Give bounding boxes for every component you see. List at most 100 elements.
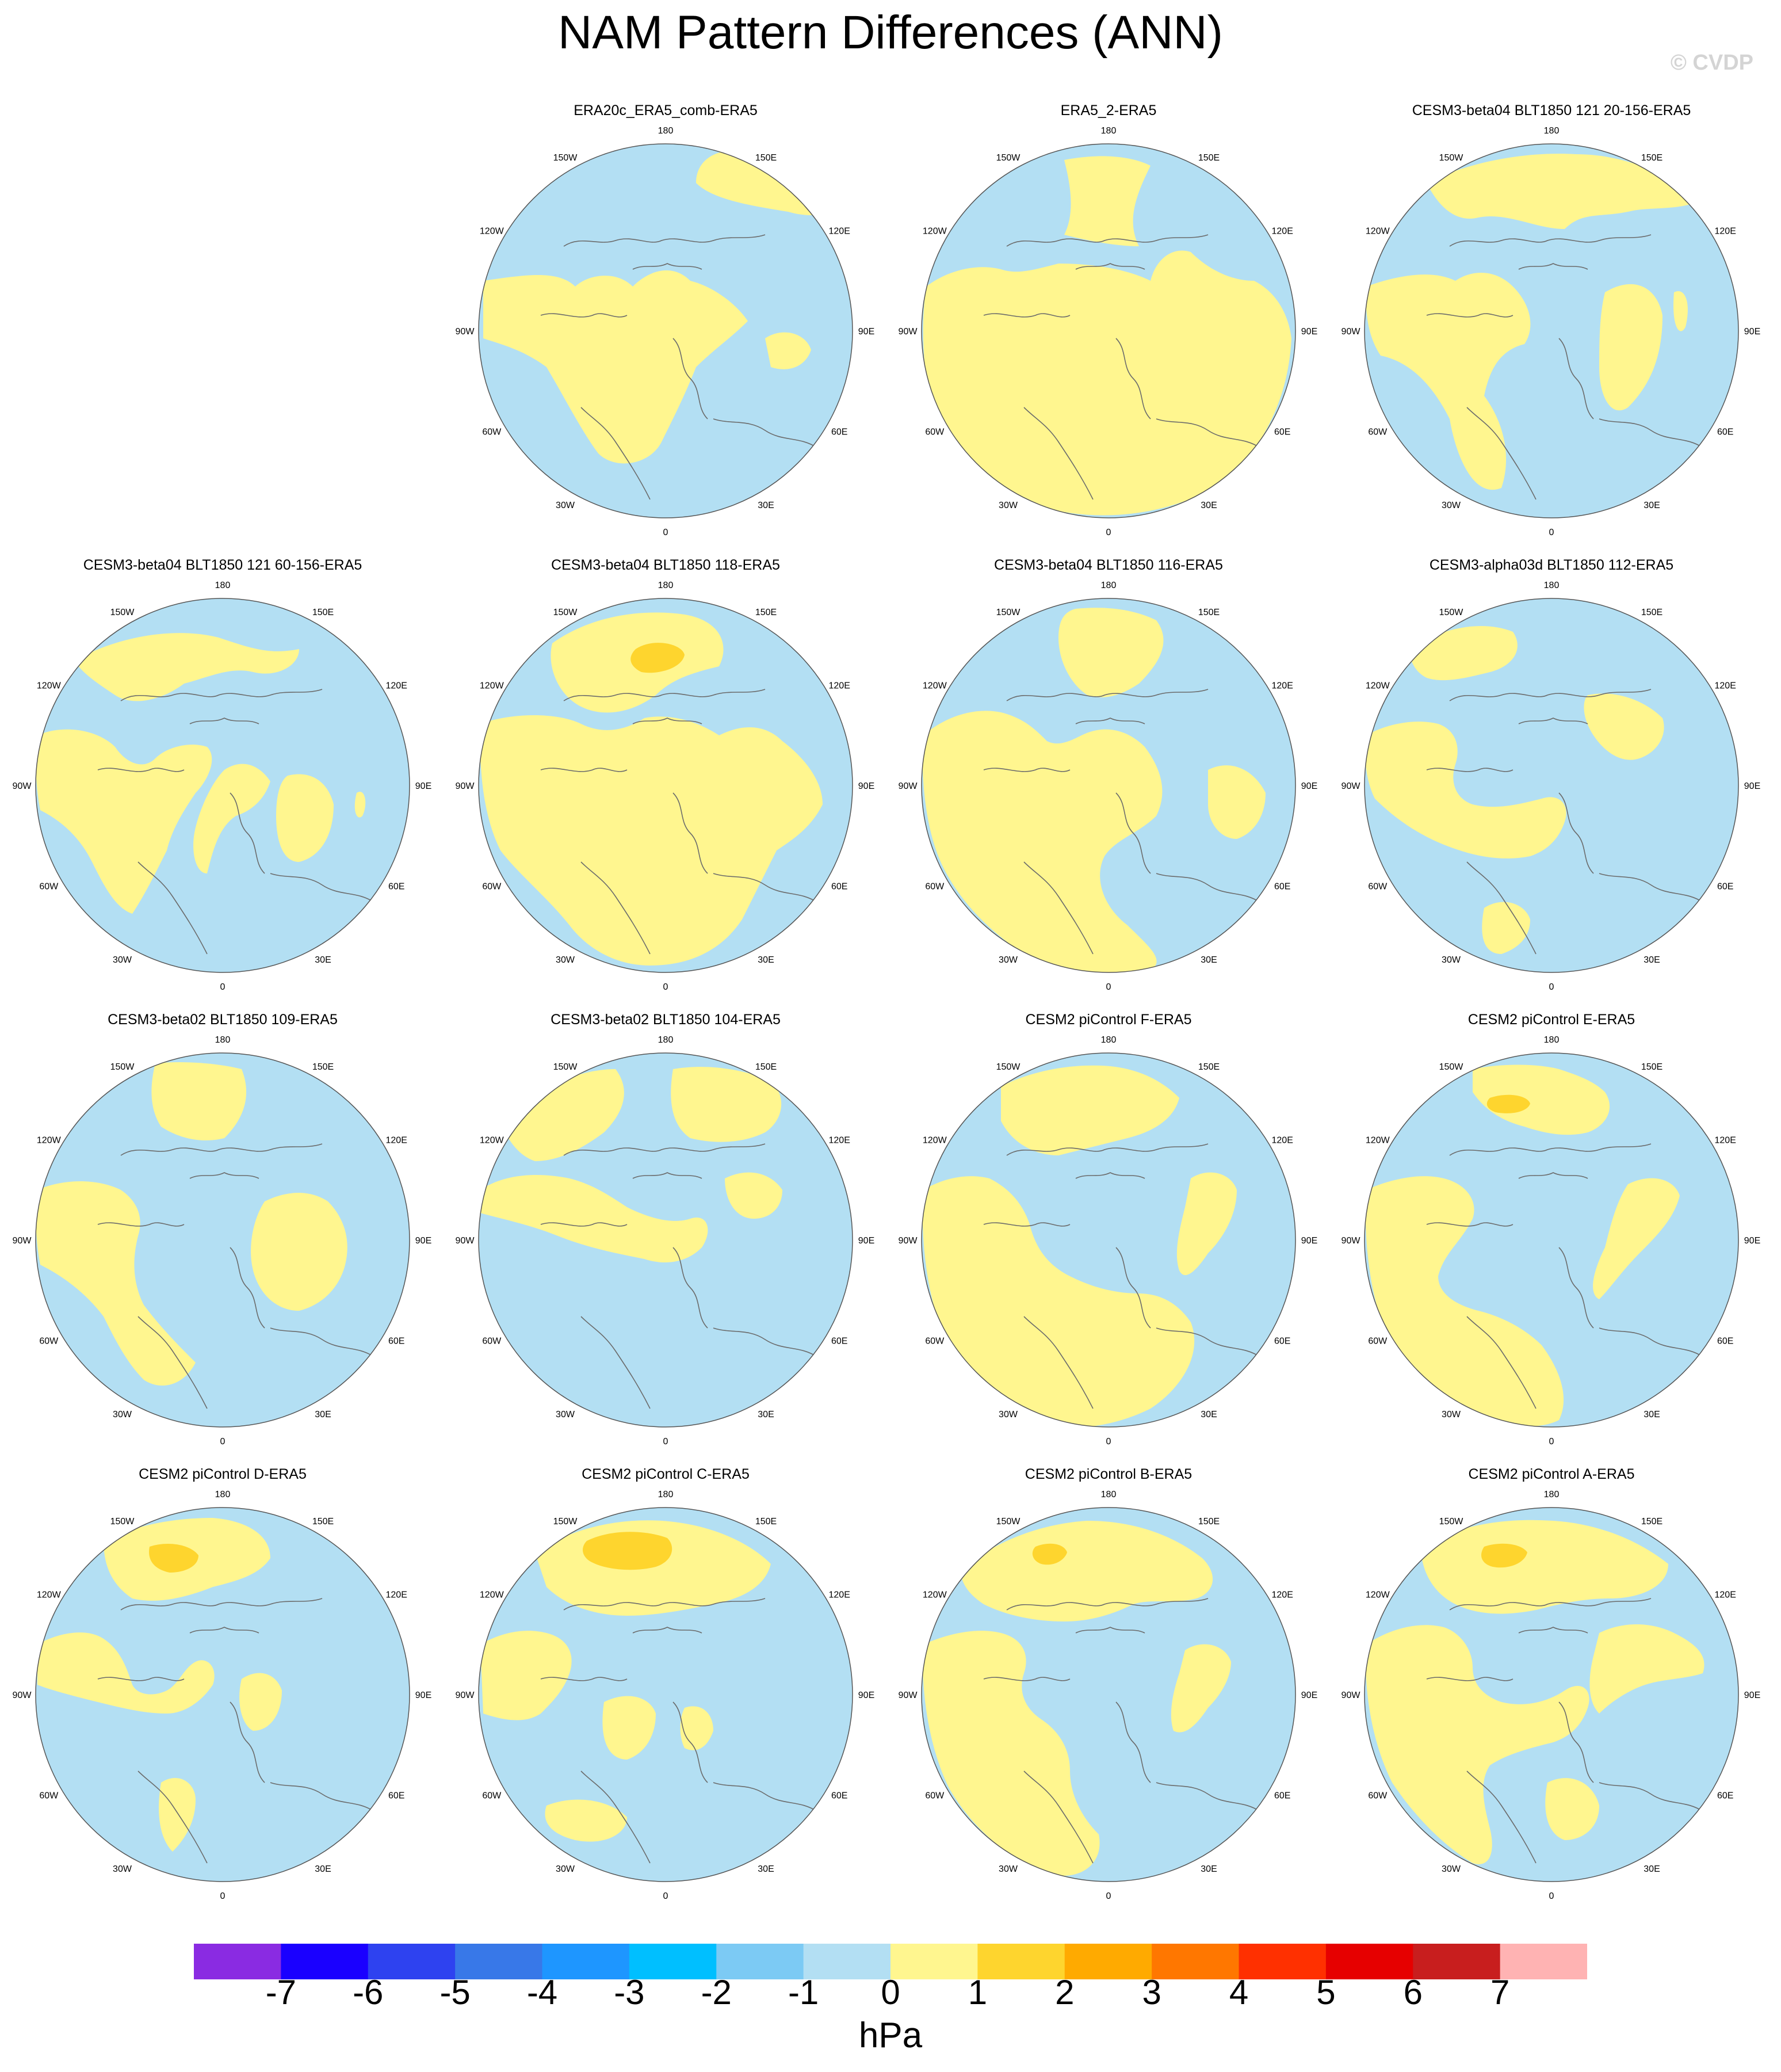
- coastline: [1075, 718, 1145, 724]
- coastline: [713, 873, 817, 903]
- coastline: [983, 313, 1071, 318]
- positive-anomaly-region: [923, 1631, 1100, 1876]
- map-panel: CESM3-alpha03d BLT1850 112-ERA5 180 150E 12…: [1329, 551, 1774, 1006]
- cvdp-credit: © CVDP: [1670, 51, 1753, 75]
- longitude-label: 120W: [923, 1590, 947, 1600]
- coastline: [1599, 1327, 1703, 1357]
- coastline: [1558, 1701, 1594, 1783]
- page-title: NAM Pattern Differences (ANN): [558, 6, 1223, 59]
- longitude-label: 90W: [899, 1236, 918, 1246]
- polar-stereo-map: 180 150E 120E 90E 60E 30E 0 30W 60W 90W 120W 150W: [1342, 126, 1761, 537]
- longitude-label: 30E: [315, 955, 331, 965]
- longitude-label: 0: [1549, 1437, 1554, 1447]
- longitude-label: 30E: [1644, 955, 1660, 965]
- longitude-label: 60W: [39, 1791, 59, 1801]
- map-boundary: [1364, 1507, 1739, 1882]
- positive-anomaly-region: [276, 774, 334, 862]
- coastline: [230, 1247, 265, 1329]
- positive-anomaly-region: [961, 1521, 1213, 1621]
- longitude-label: 180: [658, 1035, 674, 1045]
- longitude-label: 120E: [1715, 1136, 1736, 1146]
- positive-anomaly-region: [765, 332, 811, 369]
- longitude-label: 90E: [1301, 781, 1317, 791]
- colorbar-tick-label: 3: [1142, 1973, 1161, 2012]
- longitude-label: 120E: [1272, 1590, 1293, 1600]
- coastline: [1006, 234, 1209, 247]
- positive-anomaly-region: [1208, 765, 1266, 839]
- colorbar-tick-label: -2: [701, 1973, 732, 2012]
- coastline: [230, 792, 265, 874]
- longitude-label: 120W: [37, 1590, 62, 1600]
- longitude-label: 30W: [1442, 501, 1461, 510]
- longitude-label: 150E: [1198, 153, 1220, 163]
- coastline: [97, 768, 185, 772]
- longitude-label: 90E: [858, 1236, 874, 1246]
- positive-anomaly-region: [1599, 284, 1662, 411]
- positive-anomaly-region: [1584, 693, 1664, 760]
- positive-anomaly-region: [75, 633, 299, 701]
- panel-title: ERA20c_ERA5_comb-ERA5: [574, 102, 758, 119]
- colorbar-swatch: [1500, 1944, 1587, 1979]
- longitude-label: 180: [1544, 126, 1560, 136]
- positive-anomaly-region: [725, 1172, 782, 1219]
- map-boundary: [35, 1052, 410, 1428]
- longitude-label: 150E: [1641, 153, 1662, 163]
- longitude-label: 30W: [113, 1410, 132, 1420]
- coastline: [1156, 1327, 1260, 1357]
- map-boundary: [1364, 143, 1739, 518]
- longitude-label: 30W: [999, 955, 1018, 965]
- longitude-label: 60E: [388, 1337, 404, 1346]
- longitude-label: 90E: [415, 1236, 431, 1246]
- longitude-label: 60W: [925, 428, 945, 437]
- longitude-label: 120W: [480, 1590, 505, 1600]
- coastline: [540, 313, 628, 318]
- positive-anomaly-region: [923, 250, 1291, 516]
- panel-title: CESM2 piControl B-ERA5: [1025, 1466, 1193, 1482]
- longitude-label: 60W: [1368, 428, 1388, 437]
- longitude-label: 150W: [996, 608, 1021, 617]
- colorbar-units: hPa: [858, 2016, 923, 2055]
- colorbar-tick-label: 2: [1055, 1973, 1075, 2012]
- longitude-label: 120W: [480, 1136, 505, 1146]
- colorbar-swatch: [281, 1944, 369, 1979]
- coastline: [1023, 1770, 1094, 1864]
- longitude-label: 120E: [829, 1136, 850, 1146]
- coastline: [563, 1143, 766, 1156]
- positive-anomaly-region: [1064, 156, 1151, 246]
- map-boundary: [478, 1507, 853, 1882]
- panel-title: CESM2 piControl C-ERA5: [582, 1466, 750, 1482]
- longitude-label: 60E: [831, 882, 847, 892]
- coastline: [1006, 1598, 1209, 1611]
- longitude-label: 150E: [312, 1062, 334, 1072]
- coastline: [983, 1222, 1071, 1227]
- longitude-label: 30E: [758, 1864, 774, 1874]
- coastline: [672, 338, 708, 419]
- map-boundary: [478, 143, 853, 518]
- longitude-label: 120W: [1366, 1590, 1390, 1600]
- coastline: [540, 1222, 628, 1227]
- longitude-label: 60W: [482, 1337, 502, 1346]
- coastline: [540, 1677, 628, 1681]
- longitude-label: 60W: [482, 882, 502, 892]
- coastline: [120, 1143, 323, 1156]
- positive-anomaly-region: [36, 729, 212, 914]
- longitude-label: 120E: [1272, 681, 1293, 691]
- longitude-label: 150E: [1641, 1517, 1662, 1527]
- coastline: [672, 1701, 708, 1783]
- map-boundary: [478, 598, 853, 973]
- coastline: [1466, 407, 1537, 500]
- longitude-label: 150E: [1641, 1062, 1662, 1072]
- coastline: [672, 1247, 708, 1329]
- positive-anomaly-region: [1545, 1778, 1599, 1840]
- strong-positive-anomaly-region: [583, 1532, 672, 1570]
- longitude-label: 150W: [110, 608, 135, 617]
- longitude-label: 90E: [1301, 1236, 1317, 1246]
- coastline: [713, 1327, 817, 1357]
- longitude-label: 30W: [556, 1410, 575, 1420]
- coastline: [1426, 1677, 1514, 1681]
- coastline: [713, 1782, 817, 1812]
- coastline: [1156, 418, 1260, 448]
- longitude-label: 90W: [899, 1691, 918, 1700]
- longitude-label: 120W: [480, 681, 505, 691]
- polar-stereo-map: 180 150E 120E 90E 60E 30E 0 30W 60W 90W 120W 150W: [899, 1035, 1318, 1447]
